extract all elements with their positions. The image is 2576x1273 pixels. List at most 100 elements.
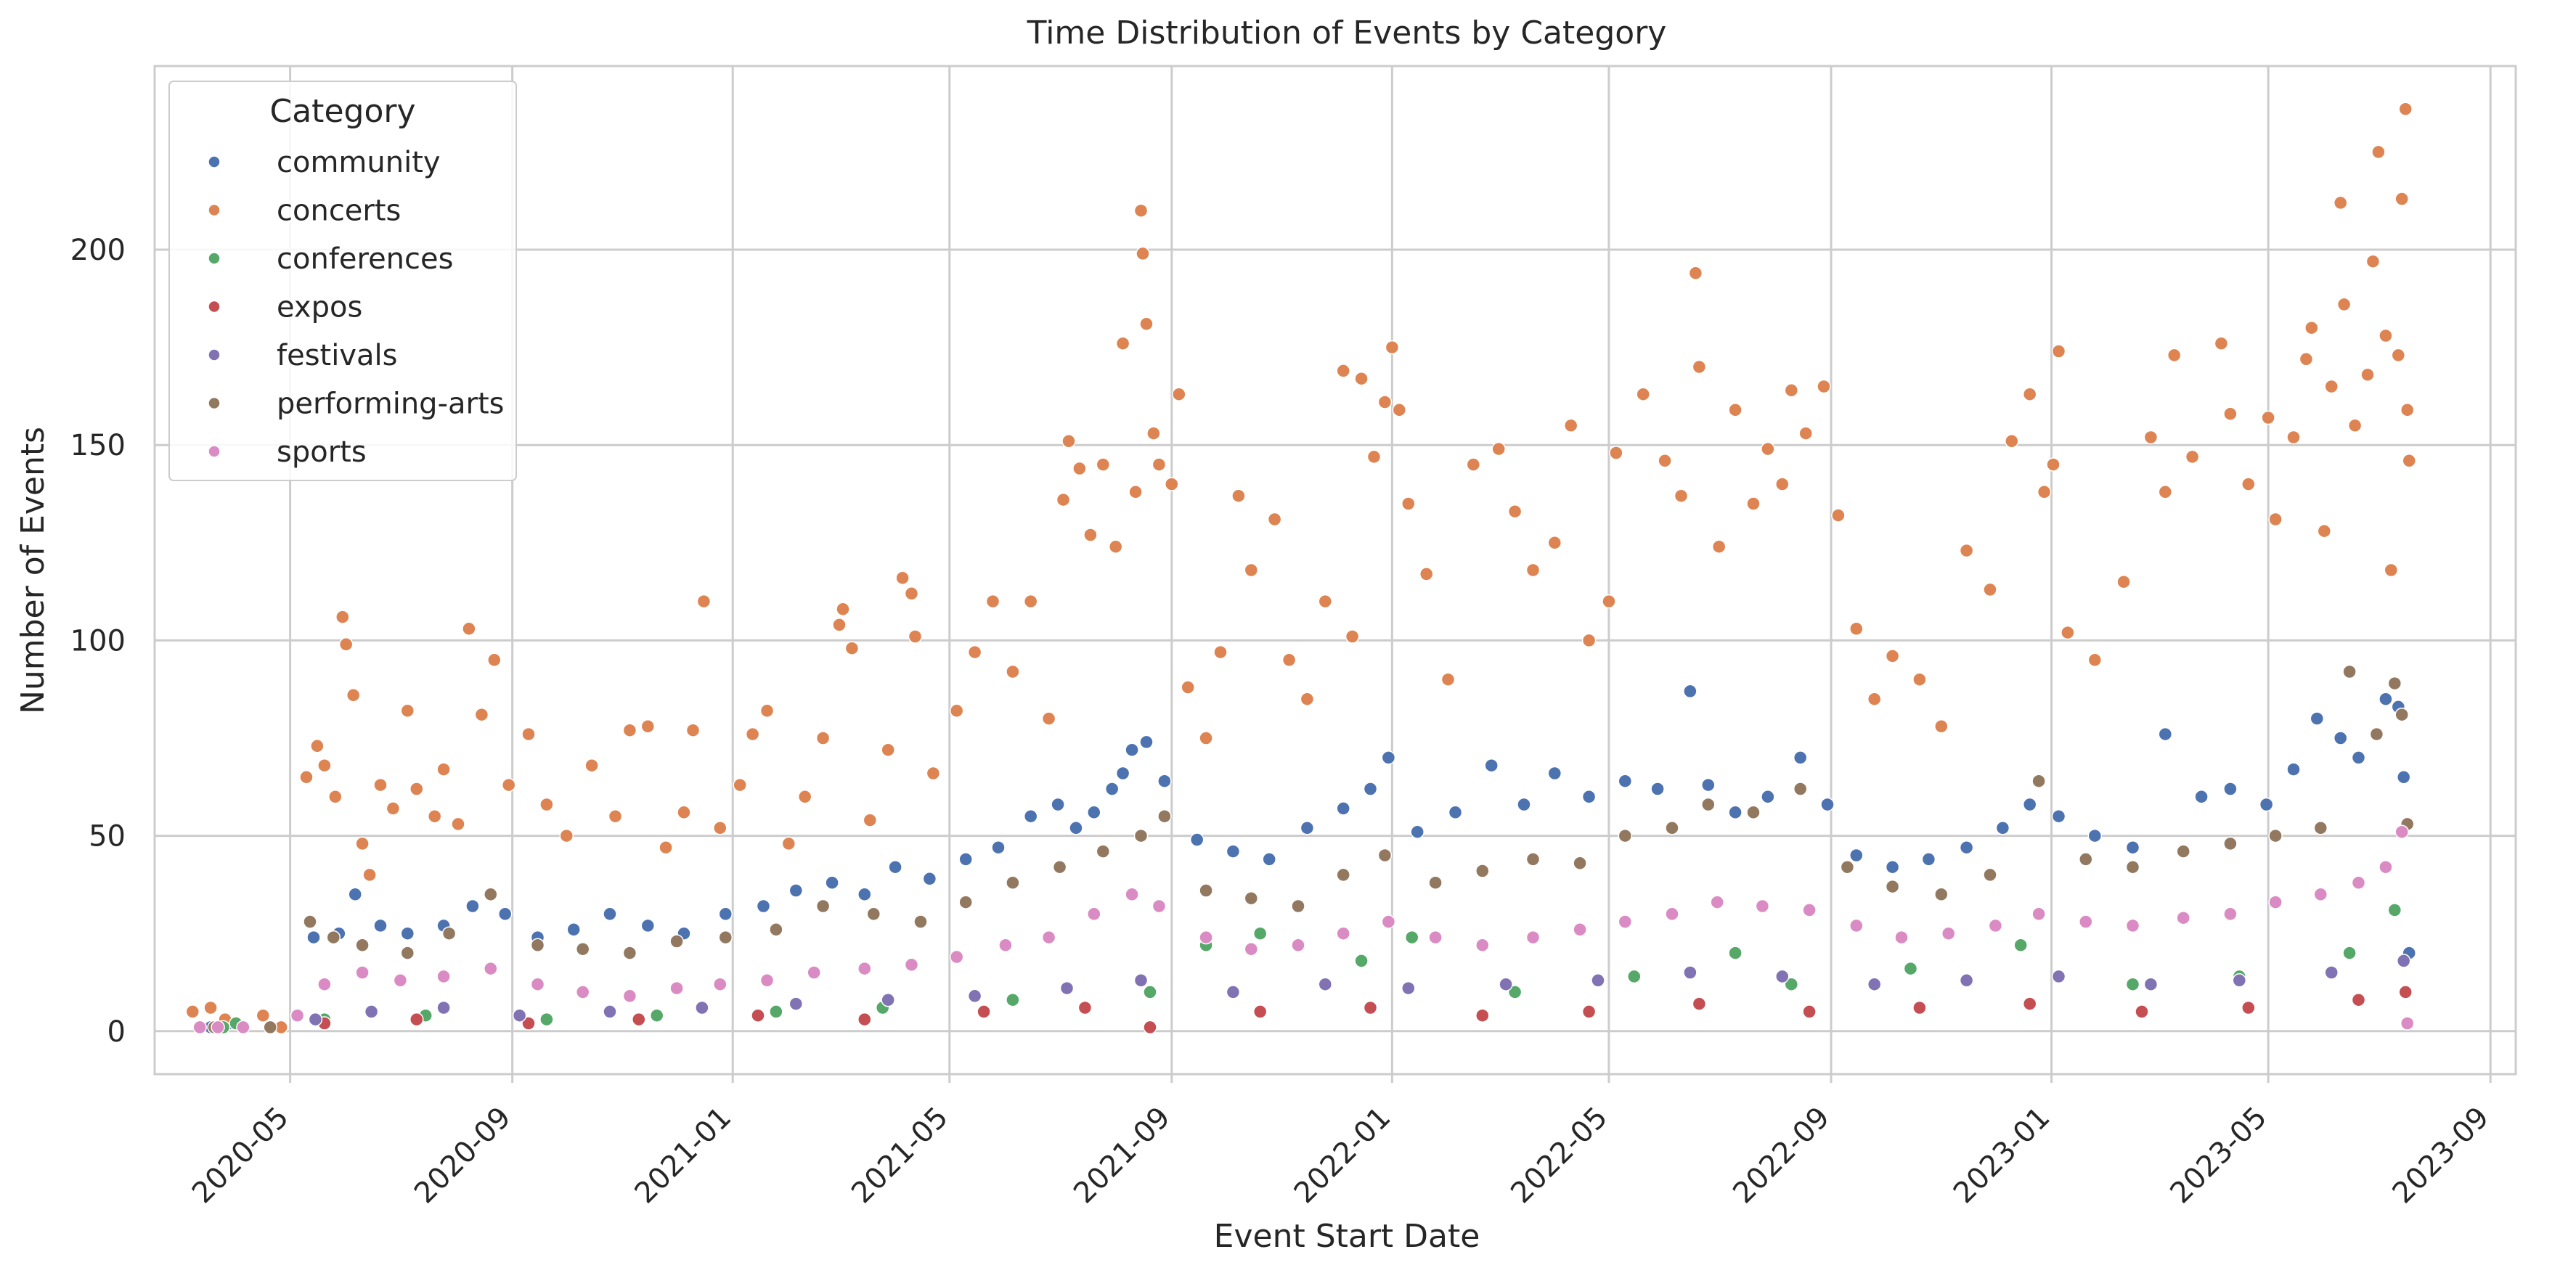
data-point-concerts [1885, 649, 1900, 663]
data-point-concerts [256, 1008, 271, 1023]
data-point-concerts [677, 805, 691, 820]
data-point-concerts [1507, 504, 1523, 519]
data-point-concerts [713, 821, 727, 835]
data-point-sports [1087, 906, 1101, 922]
data-point-sports [575, 985, 590, 999]
data-point-community [2351, 750, 2366, 765]
data-points [185, 102, 2416, 1035]
data-point-community [1104, 782, 1120, 796]
data-point-concerts [2402, 454, 2416, 468]
data-point-performing-arts [718, 930, 733, 945]
data-point-concerts [2304, 320, 2319, 335]
data-point-expos [1252, 1004, 1268, 1019]
data-point-performing-arts [1840, 859, 1855, 875]
data-point-performing-arts [1665, 821, 1679, 835]
data-point-concerts [338, 637, 354, 652]
data-point-community [756, 899, 771, 914]
data-point-sports [1849, 918, 1864, 933]
data-point-concerts [2268, 512, 2283, 527]
data-point-concerts [1096, 457, 1111, 472]
chart-title: Time Distribution of Events by Category [1027, 15, 1667, 52]
data-point-performing-arts [441, 926, 457, 941]
legend-label-community: community [277, 146, 441, 179]
data-point-sports [211, 1020, 225, 1035]
data-point-concerts [1244, 562, 1259, 578]
series-community [203, 684, 2416, 1035]
data-point-sports [2223, 906, 2238, 922]
data-point-concerts [2241, 477, 2256, 491]
legend-marker-conferences [208, 252, 221, 265]
data-point-concerts [1959, 543, 1974, 558]
data-point-concerts [1775, 477, 1790, 491]
x-axis-label: Event Start Date [1214, 1218, 1480, 1255]
data-point-concerts [781, 836, 796, 851]
data-point-expos [1802, 1004, 1817, 1019]
data-point-concerts [386, 801, 401, 816]
data-point-festivals [1959, 973, 1974, 988]
data-point-performing-arts [815, 899, 831, 914]
data-point-community [1410, 824, 1424, 839]
data-point-community [958, 852, 973, 867]
data-point-concerts [2261, 410, 2275, 425]
y-tick-label: 100 [70, 624, 126, 658]
data-point-performing-arts [2223, 836, 2238, 851]
data-point-community [306, 930, 321, 945]
data-point-sports [1336, 926, 1350, 941]
data-point-conferences [1784, 977, 1799, 991]
data-point-community [1125, 742, 1139, 757]
data-point-expos [1077, 1000, 1093, 1015]
data-point-conferences [1252, 926, 1268, 941]
data-point-conferences [1354, 954, 1369, 968]
data-point-concerts [1547, 536, 1562, 550]
data-point-concerts [436, 762, 451, 777]
data-point-concerts [2022, 387, 2037, 401]
data-point-concerts [2185, 449, 2200, 464]
data-point-concerts [2347, 418, 2363, 433]
data-point-concerts [1798, 426, 1813, 441]
data-point-concerts [1934, 719, 1949, 734]
data-point-sports [436, 969, 451, 984]
legend-label-expos: expos [277, 291, 362, 324]
data-point-conferences [1903, 961, 1918, 976]
data-point-concerts [815, 731, 831, 745]
legend-marker-performing-arts [208, 396, 221, 410]
data-point-sports [1152, 899, 1167, 914]
data-point-festivals [2143, 977, 2159, 991]
data-point-sports [2379, 859, 2393, 875]
data-point-performing-arts [1336, 867, 1350, 883]
legend-title: Category [270, 93, 416, 130]
data-point-concerts [328, 790, 343, 804]
data-point-concerts [1602, 594, 1616, 609]
data-point-concerts [2037, 485, 2052, 499]
data-point-community [1885, 859, 1900, 875]
data-point-concerts [521, 726, 536, 742]
data-point-concerts [1336, 364, 1350, 378]
data-point-community [1448, 805, 1463, 820]
data-point-community [566, 922, 581, 937]
data-point-concerts [904, 586, 919, 601]
legend-marker-festivals [208, 348, 221, 361]
data-point-sports [290, 1008, 305, 1023]
data-point-sports [1525, 930, 1541, 945]
data-point-community [1051, 797, 1065, 812]
data-point-sports [1381, 914, 1396, 929]
data-point-concerts [1377, 395, 1393, 409]
data-point-community [2125, 840, 2140, 855]
data-point-concerts [310, 739, 325, 753]
data-point-concerts [1231, 488, 1246, 503]
data-point-concerts [1136, 246, 1150, 261]
data-point-performing-arts [769, 922, 783, 937]
data-point-conferences [769, 1004, 783, 1019]
data-point-performing-arts [1291, 899, 1305, 914]
data-point-performing-arts [1052, 859, 1067, 875]
data-point-concerts [1041, 711, 1056, 726]
data-point-community [465, 899, 480, 914]
data-point-concerts [949, 703, 964, 719]
legend-marker-community [208, 155, 221, 168]
legend-label-festivals: festivals [277, 339, 397, 372]
data-point-expos [2241, 1000, 2256, 1015]
data-point-concerts [462, 621, 476, 636]
data-point-performing-arts [2313, 821, 2328, 835]
legend-label-sports: sports [277, 435, 367, 469]
data-point-concerts [2400, 403, 2415, 417]
